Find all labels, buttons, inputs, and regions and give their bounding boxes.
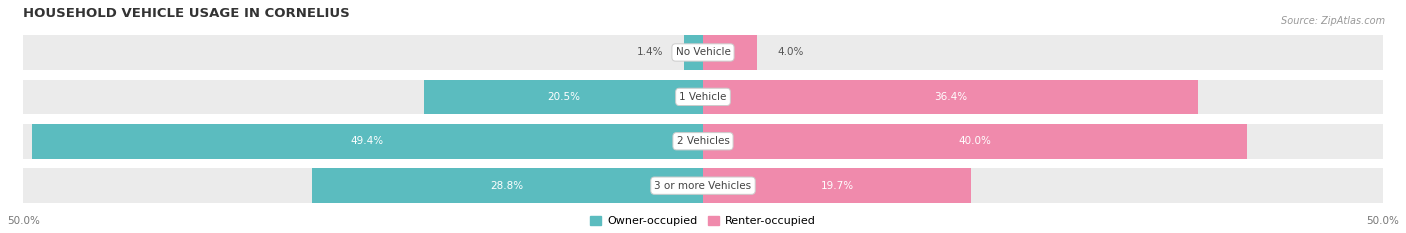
Legend: Owner-occupied, Renter-occupied: Owner-occupied, Renter-occupied <box>591 216 815 226</box>
Text: 49.4%: 49.4% <box>350 136 384 146</box>
Text: 2 Vehicles: 2 Vehicles <box>676 136 730 146</box>
Text: 28.8%: 28.8% <box>491 181 524 191</box>
Bar <box>24 79 1382 114</box>
Text: 4.0%: 4.0% <box>778 48 804 58</box>
Bar <box>312 168 703 203</box>
Text: 19.7%: 19.7% <box>820 181 853 191</box>
Text: HOUSEHOLD VEHICLE USAGE IN CORNELIUS: HOUSEHOLD VEHICLE USAGE IN CORNELIUS <box>24 7 350 20</box>
Bar <box>683 35 703 70</box>
Bar <box>24 124 1382 159</box>
Bar <box>24 35 1382 70</box>
Bar <box>425 79 703 114</box>
Bar <box>703 79 1198 114</box>
Bar <box>703 35 758 70</box>
Text: 20.5%: 20.5% <box>547 92 581 102</box>
Text: 1 Vehicle: 1 Vehicle <box>679 92 727 102</box>
Text: 40.0%: 40.0% <box>959 136 991 146</box>
Text: 36.4%: 36.4% <box>934 92 967 102</box>
Bar <box>31 124 703 159</box>
Text: No Vehicle: No Vehicle <box>675 48 731 58</box>
Text: Source: ZipAtlas.com: Source: ZipAtlas.com <box>1281 16 1385 26</box>
Text: 1.4%: 1.4% <box>637 48 664 58</box>
Bar <box>703 124 1247 159</box>
Bar <box>703 168 970 203</box>
Bar <box>24 168 1382 203</box>
Text: 3 or more Vehicles: 3 or more Vehicles <box>654 181 752 191</box>
